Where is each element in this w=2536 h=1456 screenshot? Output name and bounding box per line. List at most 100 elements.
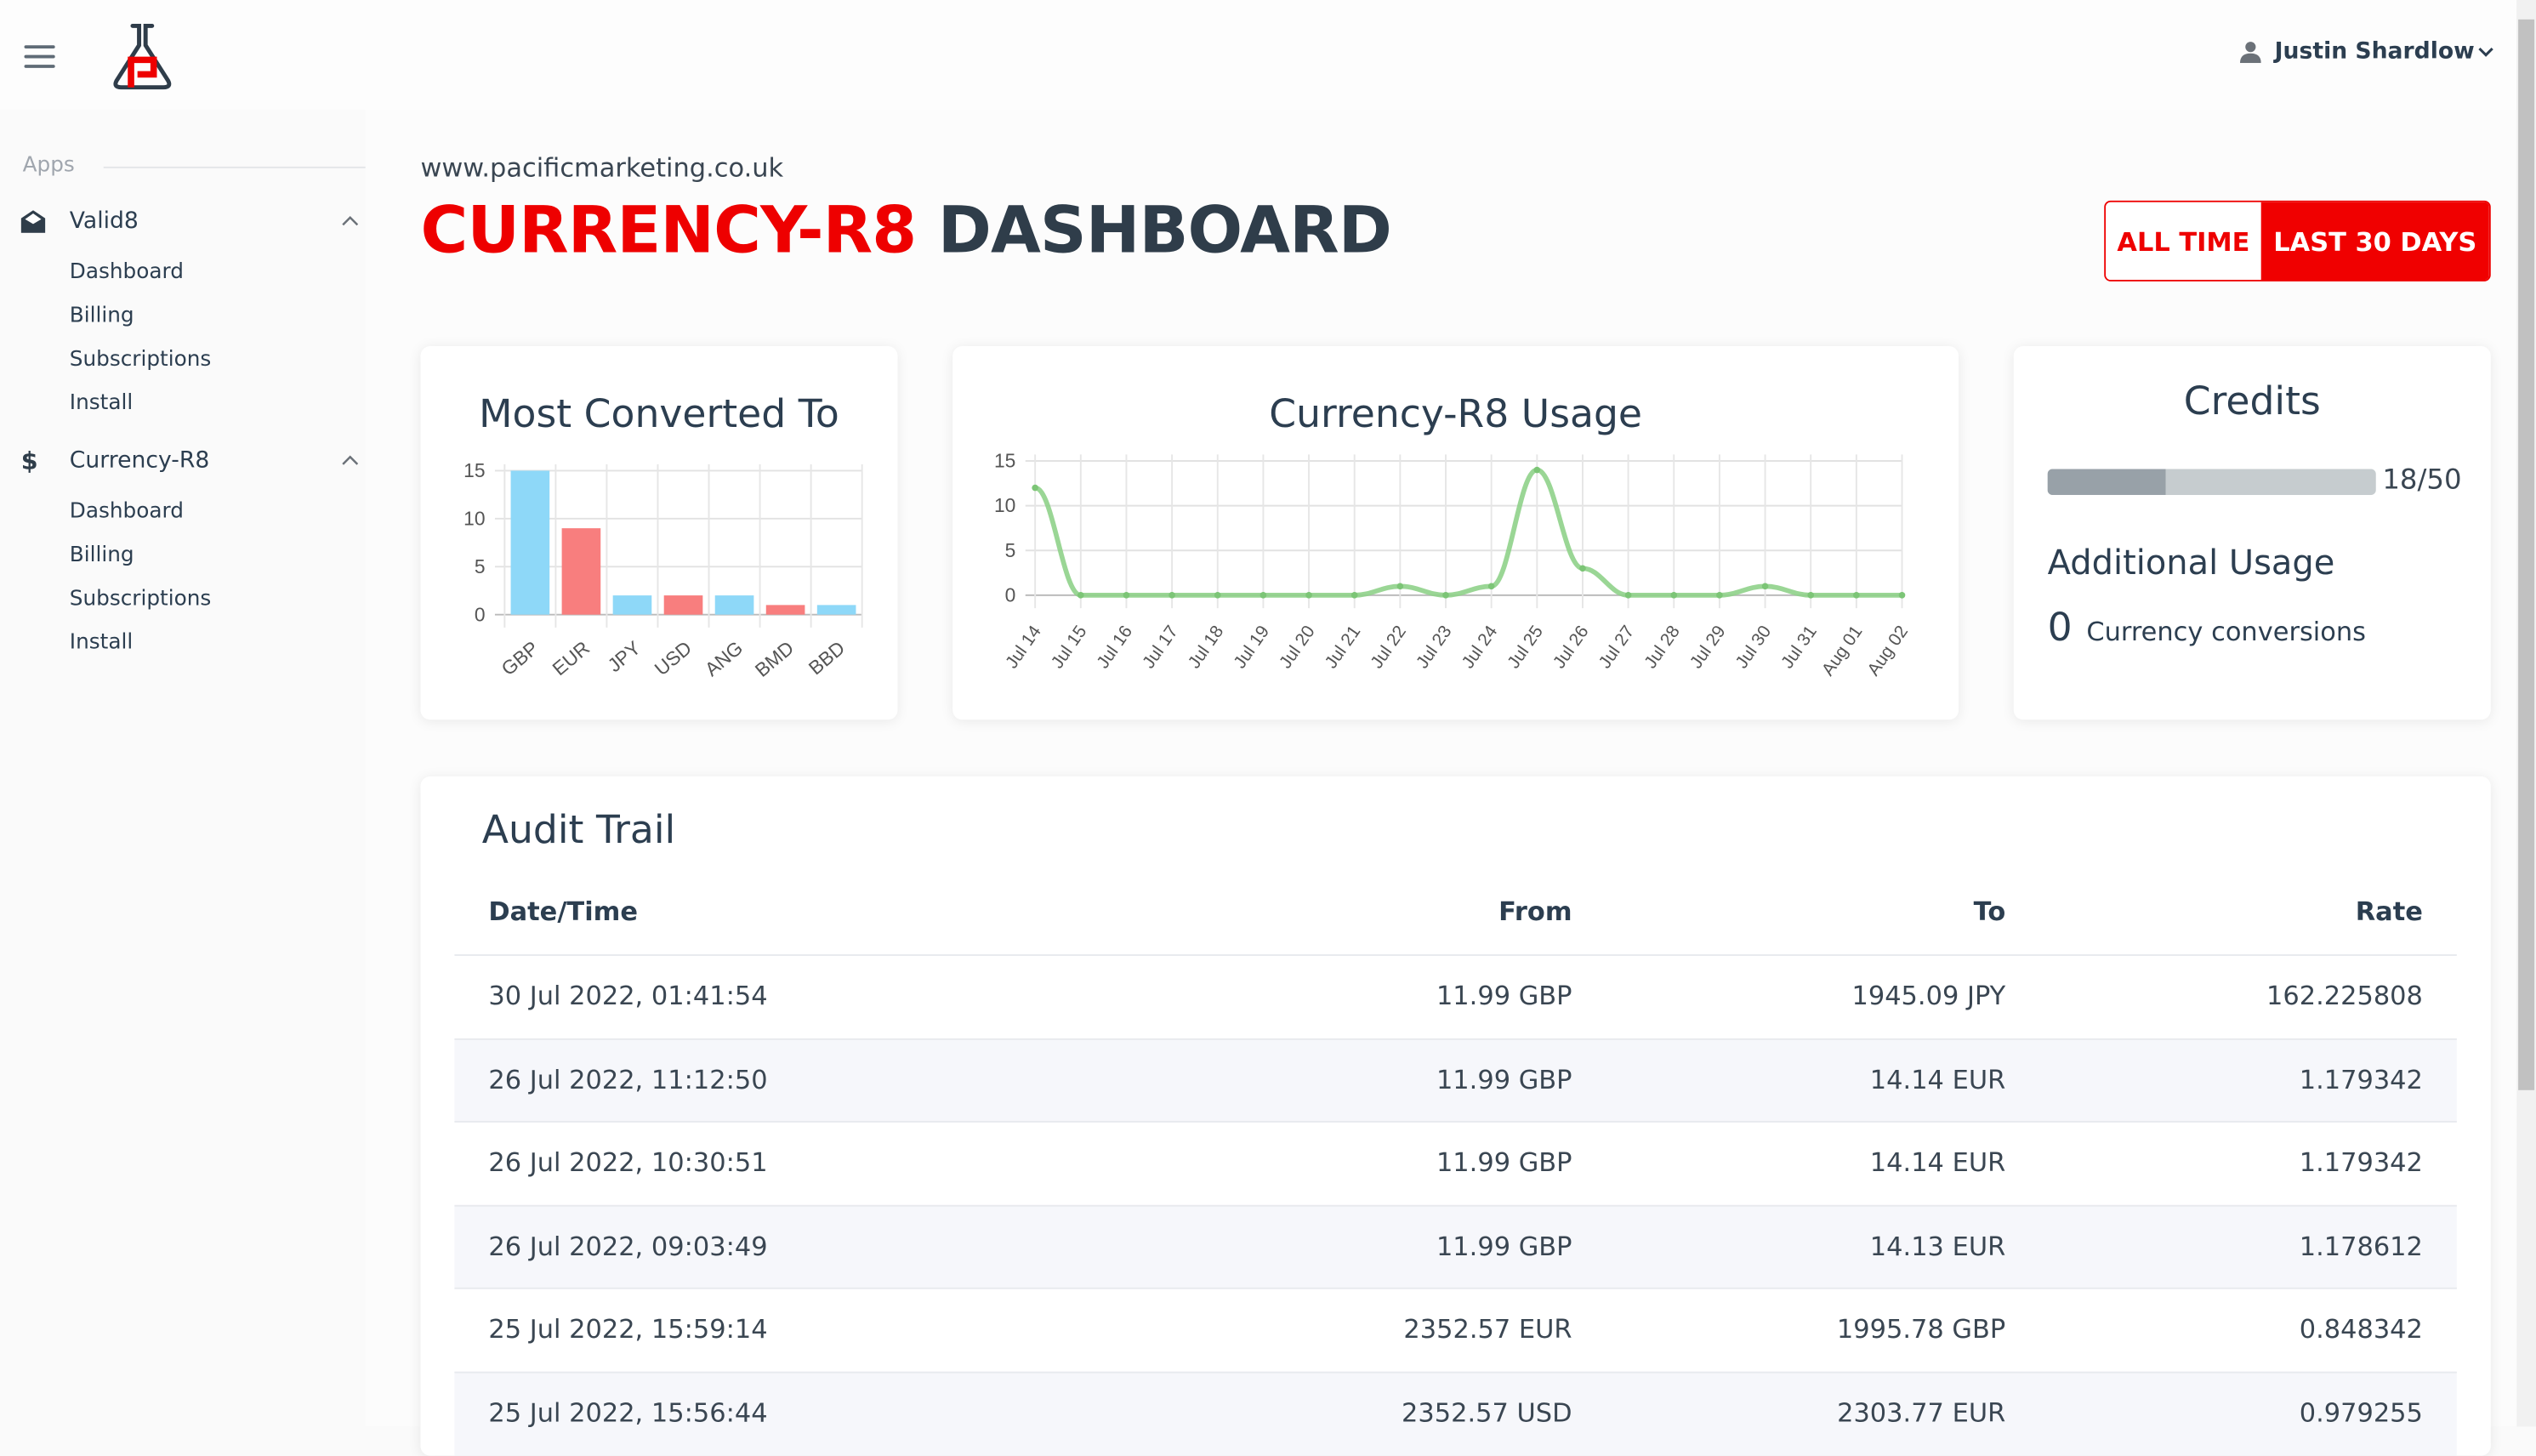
data-point — [1853, 592, 1860, 599]
cell-from: 2352.57 EUR — [1403, 1313, 1572, 1345]
date-range-toggle: ALL TIME LAST 30 DAYS — [2104, 200, 2491, 282]
x-tick-label: Jul 27 — [1595, 622, 1638, 672]
data-point — [1624, 592, 1632, 599]
cell-from: 11.99 GBP — [1436, 1230, 1572, 1261]
column-header-rate[interactable]: Rate — [2355, 896, 2423, 927]
bar-gbp — [510, 470, 550, 615]
cell-to: 14.14 EUR — [1869, 1063, 2006, 1095]
x-tick-label: Jul 25 — [1504, 622, 1547, 672]
cell-to: 14.14 EUR — [1869, 1146, 2006, 1178]
data-point — [1487, 583, 1495, 590]
x-tick-label: EUR — [548, 636, 594, 680]
bar-eur — [561, 528, 601, 615]
last-30-days-button[interactable]: LAST 30 DAYS — [2260, 202, 2489, 281]
cell-datetime: 25 Jul 2022, 15:59:14 — [488, 1313, 768, 1345]
table-row: 30 Jul 2022, 01:41:54 11.99 GBP 1945.09 JP… — [454, 954, 2457, 1038]
sidebar-item-currency-subscriptions[interactable]: Subscriptions — [69, 587, 212, 611]
scrollbar[interactable] — [2516, 0, 2536, 1427]
x-tick-label: Jul 24 — [1458, 622, 1502, 672]
chevron-down-icon — [2478, 47, 2493, 57]
x-tick-label: Jul 15 — [1048, 622, 1091, 672]
data-point — [1396, 583, 1404, 590]
x-tick-label: Jul 31 — [1777, 622, 1821, 672]
user-menu[interactable]: Justin Shardlow — [2240, 38, 2494, 65]
usage-card: Currency-R8 Usage 0 5 10 15 Jul 14 Jul 15 Jul … — [952, 345, 1959, 720]
x-tick-label: JPY — [603, 636, 645, 676]
page-title: CURRENCY-R8 DASHBOARD — [420, 194, 1392, 269]
data-point — [1761, 583, 1769, 590]
bar-chart: 0 5 10 15 GBP EUR JPY USD ANG BMD BBD — [463, 459, 863, 681]
cell-datetime: 25 Jul 2022, 15:56:44 — [488, 1396, 768, 1428]
chart-title: Currency-R8 Usage — [1269, 391, 1643, 437]
cell-to: 2303.77 EUR — [1837, 1396, 2006, 1428]
dollar-icon: $ — [20, 446, 38, 476]
usage-line — [1034, 467, 1902, 598]
sidebar-section-label: Apps — [22, 153, 75, 179]
cell-rate: 1.178612 — [2299, 1230, 2423, 1261]
bar-ang — [714, 595, 754, 615]
sidebar-item-valid8-dashboard[interactable]: Dashboard — [69, 260, 184, 285]
x-tick-label: BMD — [751, 636, 799, 681]
y-tick-label: 5 — [1005, 539, 1016, 561]
bar-bmd — [765, 605, 805, 615]
chevron-up-icon[interactable] — [341, 215, 359, 226]
data-point — [1807, 592, 1815, 599]
cell-datetime: 26 Jul 2022, 09:03:49 — [488, 1230, 768, 1261]
sidebar-item-valid8-subscriptions[interactable]: Subscriptions — [69, 347, 212, 373]
cell-datetime: 30 Jul 2022, 01:41:54 — [488, 980, 768, 1011]
x-tick-label: Jul 17 — [1139, 622, 1182, 672]
sidebar-app-label: Valid8 — [69, 208, 139, 235]
table-row: 26 Jul 2022, 11:12:50 11.99 GBP 14.14 EUR 1… — [454, 1038, 2457, 1122]
column-header-to[interactable]: To — [1973, 896, 2006, 927]
x-tick-label: Jul 14 — [1002, 622, 1045, 672]
data-point — [1670, 592, 1678, 599]
sidebar-item-valid8-install[interactable]: Install — [69, 391, 134, 416]
table-row: 26 Jul 2022, 09:03:49 11.99 GBP 14.13 EUR 1… — [454, 1203, 2457, 1288]
user-icon — [2240, 42, 2262, 64]
x-tick-label: Jul 20 — [1276, 622, 1319, 672]
additional-usage-unit: Currency conversions — [2086, 616, 2367, 647]
title-rest: DASHBOARD — [937, 194, 1392, 269]
user-name: Justin Shardlow — [2274, 38, 2475, 65]
scrollbar-thumb[interactable] — [2518, 19, 2535, 1090]
all-time-button[interactable]: ALL TIME — [2106, 202, 2261, 281]
data-point — [1533, 466, 1541, 474]
sidebar-app-valid8[interactable]: Valid8 — [20, 207, 366, 242]
y-tick-label: 0 — [1005, 583, 1016, 606]
x-tick-label: ANG — [701, 636, 748, 680]
credits-count: 18/50 — [2382, 464, 2462, 497]
site-url: www.pacificmarketing.co.uk — [420, 151, 784, 183]
cell-from: 11.99 GBP — [1436, 980, 1572, 1011]
x-tick-label: Jul 21 — [1322, 622, 1365, 672]
sidebar-item-currency-billing[interactable]: Billing — [69, 543, 134, 568]
x-tick-label: Aug 02 — [1863, 622, 1912, 679]
sidebar-item-currency-install[interactable]: Install — [69, 630, 134, 656]
column-header-datetime[interactable]: Date/Time — [488, 896, 638, 927]
additional-usage-count: 0 — [2047, 605, 2073, 651]
column-header-from[interactable]: From — [1498, 896, 1572, 927]
sidebar-app-label: Currency-R8 — [69, 447, 210, 475]
chevron-up-icon[interactable] — [341, 454, 359, 465]
sidebar-item-currency-dashboard[interactable]: Dashboard — [69, 499, 184, 525]
cell-to: 14.13 EUR — [1869, 1230, 2006, 1261]
y-tick-label: 5 — [475, 555, 486, 577]
y-tick-label: 15 — [994, 450, 1015, 472]
menu-icon[interactable] — [24, 45, 55, 68]
data-point — [1305, 592, 1312, 599]
title-accent: CURRENCY-R8 — [420, 194, 917, 269]
data-point — [1716, 592, 1723, 599]
sidebar-item-valid8-billing[interactable]: Billing — [69, 304, 134, 329]
bar-bbd — [816, 605, 856, 615]
sidebar-app-currency-r8[interactable]: $ Currency-R8 — [20, 446, 366, 482]
data-point — [1259, 592, 1267, 599]
y-tick-label: 15 — [463, 459, 485, 481]
data-point — [1350, 592, 1358, 599]
cell-from: 11.99 GBP — [1436, 1063, 1572, 1095]
flask-logo[interactable] — [107, 23, 179, 94]
most-converted-card: Most Converted To 0 5 10 15 GBP EUR JPY USD ANG B… — [420, 345, 898, 720]
x-tick-label: GBP — [497, 636, 543, 680]
data-point — [1898, 592, 1906, 599]
cell-rate: 162.225808 — [2266, 980, 2423, 1011]
data-point — [1032, 484, 1038, 492]
y-tick-label: 10 — [463, 507, 485, 529]
